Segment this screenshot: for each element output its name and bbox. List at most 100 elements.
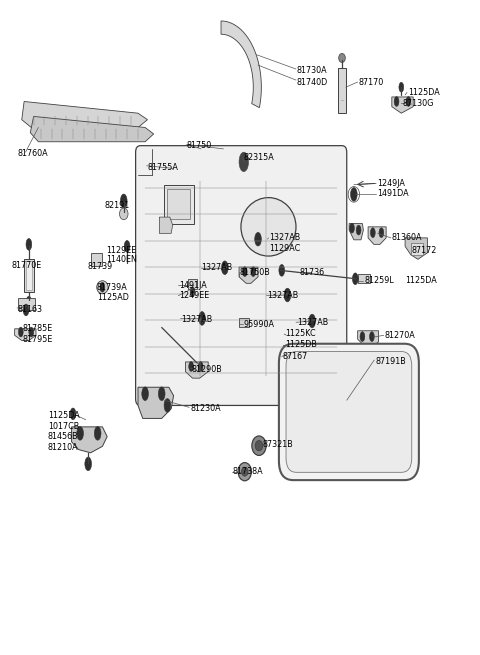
Text: 81270A: 81270A: [384, 331, 416, 340]
Text: 81259L: 81259L: [364, 276, 394, 285]
Bar: [188, 279, 197, 289]
Ellipse shape: [356, 225, 361, 235]
Text: 1125KC: 1125KC: [285, 329, 316, 339]
Ellipse shape: [23, 304, 29, 316]
Polygon shape: [239, 267, 258, 284]
Ellipse shape: [255, 233, 261, 246]
Ellipse shape: [18, 328, 23, 337]
Ellipse shape: [370, 331, 374, 341]
Polygon shape: [349, 223, 363, 240]
Ellipse shape: [95, 426, 101, 440]
Ellipse shape: [360, 331, 365, 341]
Ellipse shape: [350, 187, 357, 201]
Polygon shape: [221, 21, 261, 107]
Text: 1125DA: 1125DA: [408, 88, 440, 97]
Text: 87170: 87170: [359, 77, 384, 86]
Ellipse shape: [252, 436, 266, 455]
Polygon shape: [392, 97, 413, 113]
Ellipse shape: [406, 97, 411, 106]
Polygon shape: [14, 329, 36, 341]
Ellipse shape: [29, 328, 34, 337]
Ellipse shape: [352, 273, 358, 285]
Text: 81210A: 81210A: [48, 443, 78, 452]
Text: 1125AD: 1125AD: [96, 293, 129, 302]
Ellipse shape: [241, 198, 296, 256]
Polygon shape: [138, 387, 174, 419]
Text: 1491JA: 1491JA: [179, 281, 207, 290]
Bar: [411, 243, 423, 255]
Bar: [358, 274, 370, 284]
Ellipse shape: [124, 240, 130, 252]
Ellipse shape: [284, 288, 291, 302]
Ellipse shape: [239, 152, 249, 172]
Text: 81739: 81739: [87, 262, 112, 271]
Text: 1327AB: 1327AB: [201, 263, 232, 272]
Polygon shape: [72, 427, 107, 453]
Text: 81740D: 81740D: [297, 77, 328, 86]
Ellipse shape: [158, 387, 165, 401]
Ellipse shape: [279, 265, 285, 276]
Text: 1125DA: 1125DA: [405, 276, 437, 285]
Bar: [91, 253, 102, 267]
Text: 81770E: 81770E: [12, 261, 42, 271]
Polygon shape: [22, 102, 147, 128]
Bar: [239, 318, 250, 328]
Text: 81456B: 81456B: [48, 432, 78, 441]
Text: 1249EE: 1249EE: [179, 291, 210, 300]
Ellipse shape: [349, 223, 354, 233]
Text: 87167: 87167: [283, 352, 308, 361]
Text: 1140EN: 1140EN: [106, 255, 137, 265]
FancyBboxPatch shape: [136, 145, 347, 405]
Text: 87130G: 87130G: [402, 99, 433, 108]
Text: 81750: 81750: [187, 141, 212, 150]
Ellipse shape: [198, 362, 203, 371]
Text: 1017CB: 1017CB: [48, 422, 79, 431]
Ellipse shape: [255, 441, 263, 451]
Ellipse shape: [142, 387, 148, 401]
Text: 1327AB: 1327AB: [297, 318, 328, 327]
Ellipse shape: [339, 54, 345, 62]
Text: 1327AB: 1327AB: [269, 233, 300, 242]
Ellipse shape: [394, 97, 399, 106]
Text: 81785E: 81785E: [23, 324, 53, 333]
Ellipse shape: [379, 228, 384, 238]
Text: 81755A: 81755A: [147, 162, 179, 172]
Ellipse shape: [70, 408, 76, 420]
Text: 81163: 81163: [17, 305, 42, 314]
Text: 1327AB: 1327AB: [180, 315, 212, 324]
Ellipse shape: [371, 228, 375, 238]
Text: 81795E: 81795E: [23, 335, 53, 344]
Bar: [18, 298, 35, 310]
Bar: [168, 189, 190, 219]
Ellipse shape: [100, 282, 105, 292]
Text: 81230A: 81230A: [190, 404, 221, 413]
Ellipse shape: [238, 462, 252, 481]
Ellipse shape: [77, 426, 84, 440]
Ellipse shape: [242, 267, 247, 276]
Ellipse shape: [189, 362, 193, 371]
Polygon shape: [405, 238, 427, 259]
Ellipse shape: [26, 238, 32, 250]
Polygon shape: [159, 217, 173, 233]
Text: 1125DA: 1125DA: [48, 411, 80, 420]
Text: 87172: 87172: [412, 246, 437, 255]
Text: 87191B: 87191B: [375, 357, 406, 365]
Text: 81736: 81736: [300, 268, 324, 277]
Text: 81739A: 81739A: [96, 283, 128, 291]
Bar: [164, 185, 193, 223]
Text: 81290B: 81290B: [192, 365, 222, 374]
Ellipse shape: [309, 314, 315, 328]
Ellipse shape: [399, 83, 404, 92]
Text: 1129AC: 1129AC: [269, 244, 300, 253]
Text: 1125DB: 1125DB: [285, 340, 317, 349]
FancyBboxPatch shape: [286, 352, 412, 472]
Text: 1491DA: 1491DA: [378, 189, 409, 198]
Text: 82315A: 82315A: [244, 153, 275, 162]
Polygon shape: [30, 117, 154, 141]
Bar: [24, 259, 34, 291]
Ellipse shape: [120, 208, 128, 219]
Text: 81730A: 81730A: [297, 66, 327, 75]
Bar: [338, 67, 346, 113]
Text: 81760A: 81760A: [17, 149, 48, 158]
Text: 81360A: 81360A: [392, 233, 422, 242]
